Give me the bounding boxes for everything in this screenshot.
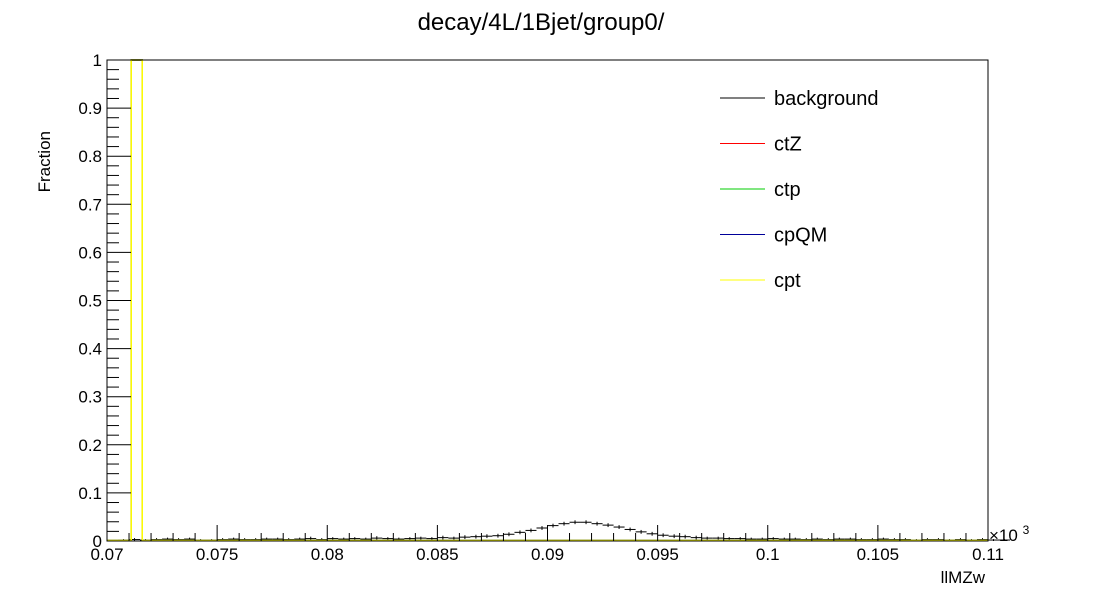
background-bin [536,526,548,530]
background-bin [646,531,658,536]
background-bin [448,536,460,540]
series-line [107,59,988,542]
x-exponent-label: ×10 3 [989,523,1030,545]
legend-entry: background [720,88,879,110]
x-tick-label: 0.075 [196,545,239,564]
background-bin [723,537,735,541]
background-bin [988,539,1000,541]
background-bin [547,523,559,528]
plot-frame [106,59,989,542]
y-tick-label: 0.7 [78,195,102,214]
y-axis: 0 0.1 0.2 0.3 0.4 0.5 0.6 0.7 0.8 0.9 1 [78,51,131,551]
background-bin [470,534,482,539]
legend-label: ctp [774,179,801,201]
background-bin [525,528,537,533]
y-tick-label: 0.3 [78,388,102,407]
legend-entry: ctp [720,179,801,201]
background-bin [690,535,702,540]
y-tick-label: 0.9 [78,99,102,118]
background-bin [492,533,504,538]
legend-entry: ctZ [720,134,802,156]
x-tick-label: 0.08 [311,545,344,564]
background-bin [624,527,636,532]
series-line [107,59,988,542]
background-bin [602,523,614,528]
x-axis-label: llMZw [941,568,986,587]
background-bin [514,530,526,535]
series-line [107,59,988,542]
x-exponent-base: ×10 [989,526,1018,545]
x-tick-label: 0.095 [636,545,679,564]
background-bin [668,534,680,539]
chart-title: decay/4L/1Bjet/group0/ [418,9,665,36]
x-axis: 0.07 0.075 0.08 0.085 0.09 0.095 0.1 0.105 0.11 [90,525,1004,564]
background-bin [437,535,449,540]
y-tick-label: 0.1 [78,484,102,503]
series-cpqm-hist [107,59,988,542]
background-bin [404,537,416,541]
x-tick-label: 0.1 [756,545,780,564]
background-bin [679,534,691,539]
x-tick-label: 0.07 [90,545,123,564]
background-bin [371,536,383,541]
y-tick-label: 0.2 [78,436,102,455]
background-bin [580,520,592,525]
legend-label: cpt [774,270,801,292]
x-tick-label: 0.085 [416,545,459,564]
x-exponent-power: 3 [1023,523,1030,537]
legend-label: cpQM [774,225,827,247]
background-bin [327,537,339,541]
background-bin [481,534,493,539]
background-bin [712,536,724,540]
background-bin [701,536,713,540]
legend-label: background [774,88,879,110]
background-bin [734,537,746,541]
y-axis-label: Fraction [35,131,54,192]
y-tick-label: 1 [93,51,102,70]
background-bin [569,520,581,525]
legend: background ctZ ctp cpQM cpt [720,88,879,292]
background-bin [613,525,625,529]
background-bin [999,539,1011,541]
y-tick-label: 0 [93,532,102,551]
legend-label: ctZ [774,134,802,156]
x-tick-label: 0.09 [531,545,564,564]
legend-entry: cpt [720,270,801,292]
series-cpt-hist [107,59,988,542]
histogram-layer [107,59,1011,542]
background-bin [459,535,471,540]
background-bin [558,521,570,526]
background-bin [382,537,394,541]
background-bin [635,529,647,534]
background-bin [349,537,361,541]
series-ctz-hist [107,59,988,542]
series-ctp-hist [107,59,988,542]
x-tick-label: 0.105 [857,545,900,564]
background-bin [503,532,515,537]
y-tick-label: 0.4 [78,340,102,359]
y-tick-label: 0.6 [78,243,102,262]
background-bin [657,533,669,538]
background-bin [767,537,779,541]
background-bin [426,537,438,541]
y-tick-label: 0.8 [78,147,102,166]
legend-entry: cpQM [720,225,827,247]
background-bin [415,536,427,540]
x-tick-label: 0.11 [972,545,1004,564]
background-bin [591,521,603,526]
y-tick-label: 0.5 [78,292,102,311]
series-line [107,59,988,542]
